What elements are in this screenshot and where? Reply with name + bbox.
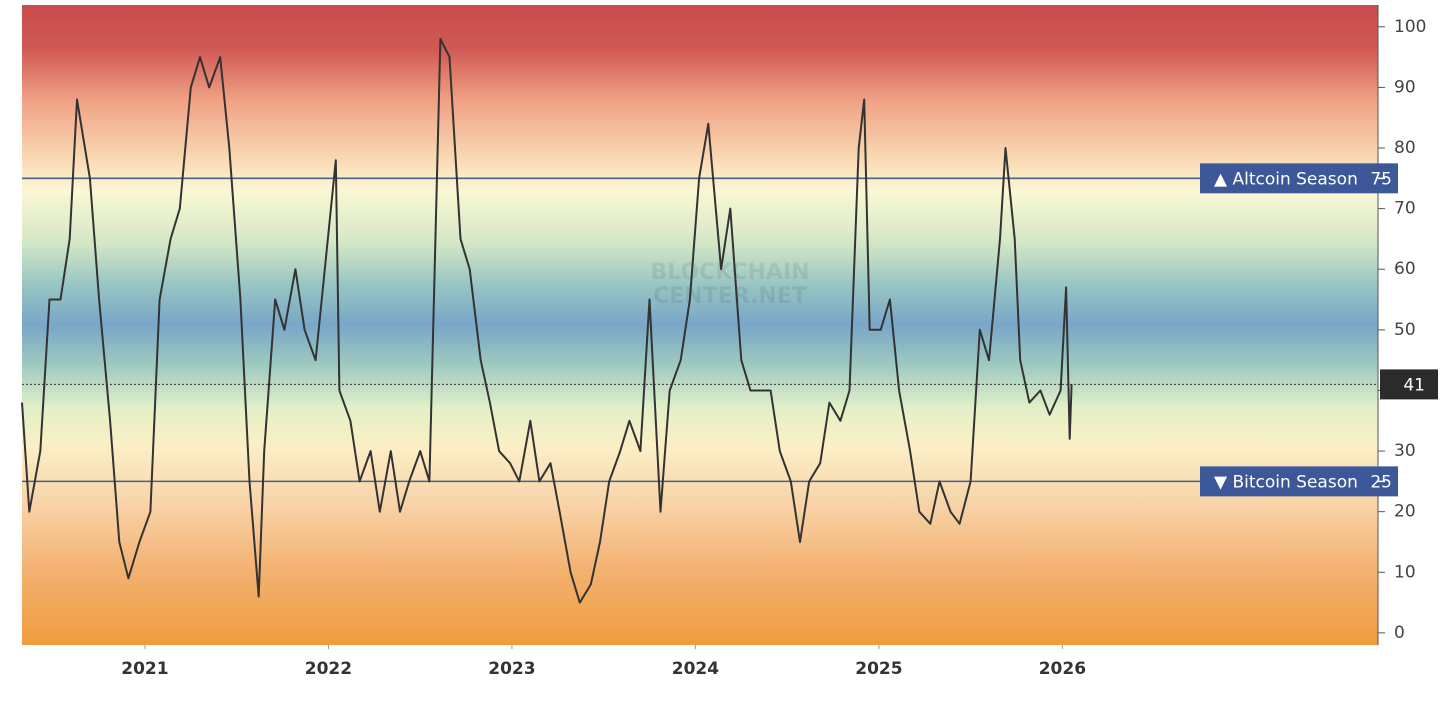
y-tick-label: 50 bbox=[1394, 320, 1416, 340]
reference-label: ▲ Altcoin Season bbox=[1214, 169, 1358, 189]
x-tick-label: 2023 bbox=[488, 659, 535, 679]
y-tick-label: 30 bbox=[1394, 441, 1416, 461]
y-tick-label: 60 bbox=[1394, 259, 1416, 279]
watermark: BLOCKCHAIN bbox=[650, 260, 809, 285]
reference-value: 25 bbox=[1370, 472, 1392, 492]
watermark: CENTER.NET bbox=[653, 284, 807, 309]
series-line bbox=[21, 37, 1073, 604]
y-tick-label: 100 bbox=[1394, 17, 1426, 37]
y-tick-label: 80 bbox=[1394, 138, 1416, 158]
x-tick-label: 2021 bbox=[121, 659, 168, 679]
reference-label-box bbox=[1200, 466, 1398, 497]
reference-label: ▼ Bitcoin Season bbox=[1214, 472, 1358, 492]
plot-background bbox=[22, 5, 1378, 645]
y-tick-label: 0 bbox=[1394, 623, 1405, 643]
plot: BLOCKCHAINCENTER.NET01020304050607080901… bbox=[21, 5, 1438, 679]
reference-label-box bbox=[1200, 163, 1398, 194]
x-tick-label: 2025 bbox=[855, 659, 902, 679]
y-tick-label: 90 bbox=[1394, 77, 1416, 97]
x-tick-label: 2024 bbox=[672, 659, 719, 679]
current-value-label: 41 bbox=[1403, 375, 1425, 395]
y-tick-label: 10 bbox=[1394, 562, 1416, 582]
current-value-box bbox=[1380, 369, 1438, 400]
y-tick-label: 70 bbox=[1394, 199, 1416, 219]
reference-value: 75 bbox=[1370, 169, 1392, 189]
x-tick-label: 2022 bbox=[305, 659, 352, 679]
y-tick-label: 20 bbox=[1394, 502, 1416, 522]
x-tick-label: 2026 bbox=[1039, 659, 1086, 679]
